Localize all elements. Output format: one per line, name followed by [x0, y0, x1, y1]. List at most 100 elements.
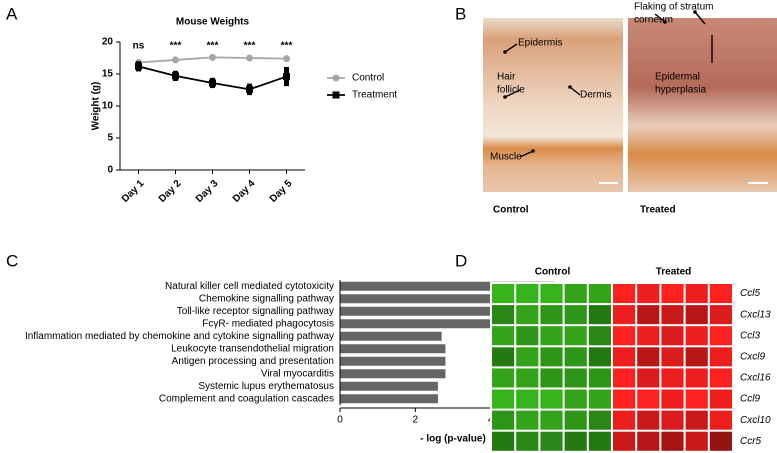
- heatmap-cell: [685, 410, 708, 430]
- category-label: Antigen processing and presentation: [172, 356, 334, 367]
- heatmap-cell: [709, 389, 732, 409]
- arrow-head: [503, 95, 507, 99]
- heatmap-cell: [588, 431, 611, 451]
- annotation: ***: [281, 41, 293, 52]
- heatmap-cell: [540, 368, 563, 388]
- annotation: ns: [133, 41, 145, 52]
- annotation: ***: [207, 41, 219, 52]
- heatmap-cell: [661, 410, 684, 430]
- heatmap-cell: [685, 347, 708, 367]
- heatmap-cell: [637, 305, 660, 325]
- row-label: Cxcl10: [740, 415, 771, 426]
- arrow: [694, 11, 706, 25]
- heatmap-cell: [540, 389, 563, 409]
- arrow: [654, 13, 666, 23]
- caption: Treated: [640, 205, 676, 216]
- heatmap-cell: [637, 284, 660, 304]
- point: [172, 56, 179, 64]
- heatmap-cell: [685, 389, 708, 409]
- category-label: Systemic lupus erythematosus: [198, 381, 334, 392]
- x-tick-label: Day 5: [268, 178, 295, 205]
- heatmap-cell: [516, 347, 539, 367]
- heatmap-cell: [492, 347, 515, 367]
- heatmap-cell: [613, 431, 636, 451]
- panel-label: D: [455, 251, 467, 270]
- heatmap-cell: [564, 368, 587, 388]
- arrow-head: [693, 10, 697, 14]
- heatmap-cell: [709, 368, 732, 388]
- arrow-head: [503, 50, 507, 54]
- heatmap-cell: [685, 305, 708, 325]
- heatmap-cell: [564, 347, 587, 367]
- heatmap-cell: [540, 284, 563, 304]
- heatmap-cell: [661, 326, 684, 346]
- category-label: Complement and coagulation cascades: [159, 393, 334, 404]
- histology-image: [628, 18, 777, 192]
- category-label: Inflammation mediated by chemokine and c…: [25, 331, 334, 342]
- heatmap-cell: [613, 284, 636, 304]
- legend-marker: [332, 74, 340, 82]
- annotation: Flaking of stratum: [634, 2, 713, 13]
- heatmap-cell: [516, 431, 539, 451]
- annotation: Epidermis: [518, 38, 562, 49]
- x-tick-label: Day 1: [120, 178, 147, 205]
- heatmap-cell: [516, 410, 539, 430]
- arrow-head: [568, 85, 572, 89]
- arrow: [504, 43, 518, 53]
- point: [246, 54, 253, 62]
- heatmap-cell: [492, 410, 515, 430]
- heatmap-cell: [540, 305, 563, 325]
- annotation: ***: [170, 41, 182, 52]
- heatmap-cell: [588, 410, 611, 430]
- heatmap-cell: [588, 326, 611, 346]
- heatmap-cell: [613, 410, 636, 430]
- y-tick-label: 5: [107, 133, 113, 144]
- heatmap-cell: [637, 410, 660, 430]
- y-tick-label: 15: [102, 69, 114, 80]
- heatmap-cell: [661, 347, 684, 367]
- point: [283, 73, 290, 81]
- heatmap-cell: [540, 431, 563, 451]
- heatmap-cell: [540, 410, 563, 430]
- heatmap-cell: [564, 410, 587, 430]
- annotation: corneum: [634, 15, 673, 26]
- y-axis-label: Weight (g): [91, 82, 102, 131]
- row-label: Ccl5: [740, 288, 760, 299]
- heatmap-cell: [492, 368, 515, 388]
- bar: [340, 331, 442, 341]
- heatmap-cell: [516, 389, 539, 409]
- arrow: [504, 89, 521, 98]
- heatmap-cell: [709, 284, 732, 304]
- heatmap-cell: [685, 284, 708, 304]
- heatmap-cell: [564, 389, 587, 409]
- bar: [340, 306, 529, 316]
- heatmap-cell: [637, 431, 660, 451]
- x-tick-label: 0: [337, 415, 343, 426]
- panel-label: A: [6, 4, 18, 23]
- point: [172, 72, 179, 80]
- heatmap-cell: [685, 326, 708, 346]
- annotation: Epidermal: [655, 72, 700, 83]
- heatmap-cell: [564, 326, 587, 346]
- heatmap-cell: [661, 305, 684, 325]
- legend-marker: [332, 91, 340, 99]
- category-label: Natural killer cell mediated cytotoxicit…: [165, 281, 334, 292]
- bar: [340, 369, 446, 379]
- annotation: follicle: [497, 85, 525, 96]
- chart-title: Mouse Weights: [176, 17, 250, 28]
- x-tick-label: Day 3: [194, 178, 221, 205]
- arrow: [519, 150, 534, 158]
- heatmap-cell: [613, 368, 636, 388]
- legend-label: Control: [352, 73, 384, 84]
- row-label: Cxcl9: [740, 351, 765, 362]
- bar: [340, 344, 446, 354]
- point: [135, 62, 142, 70]
- heatmap-cell: [588, 368, 611, 388]
- heatmap-cell: [516, 305, 539, 325]
- heatmap-cell: [588, 347, 611, 367]
- y-tick-label: 10: [102, 101, 114, 112]
- row-label: Ccl3: [740, 330, 760, 341]
- annotation: ***: [244, 41, 256, 52]
- heatmap-cell: [709, 347, 732, 367]
